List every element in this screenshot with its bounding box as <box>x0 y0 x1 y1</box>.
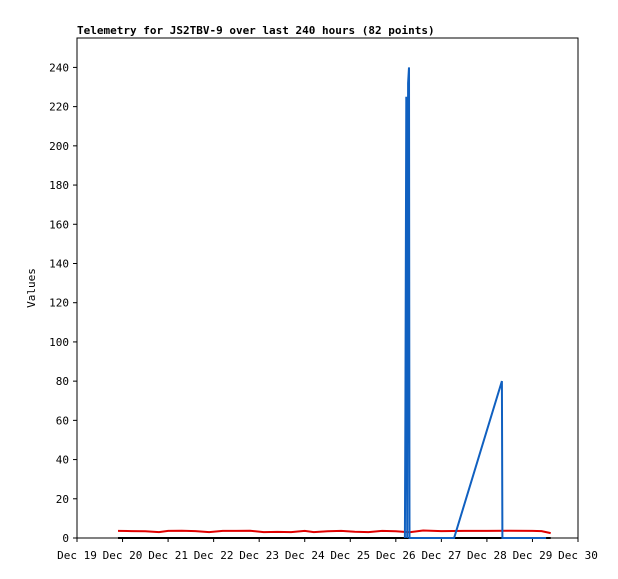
x-tick-label: Dec 28 <box>467 549 507 562</box>
y-tick-label: 240 <box>49 61 69 74</box>
x-tick-label: Dec 29 <box>513 549 553 562</box>
y-tick-label: 220 <box>49 101 69 114</box>
x-tick-label: Dec 20 <box>103 549 143 562</box>
chart-title: Telemetry for JS2TBV-9 over last 240 hou… <box>77 24 435 37</box>
y-axis-label: Values <box>25 268 38 308</box>
series-line <box>117 529 551 535</box>
x-tick-label: Dec 25 <box>330 549 370 562</box>
y-tick-label: 100 <box>49 336 69 349</box>
x-tick-label: Dec 19 <box>57 549 97 562</box>
x-tick-label: Dec 27 <box>421 549 461 562</box>
y-tick-label: 200 <box>49 140 69 153</box>
y-tick-label: 20 <box>56 493 69 506</box>
y-tick-label: 180 <box>49 179 69 192</box>
y-tick-label: 140 <box>49 257 69 270</box>
y-tick-label: 60 <box>56 414 69 427</box>
x-tick-label: Dec 23 <box>239 549 279 562</box>
y-tick-label: 160 <box>49 218 69 231</box>
y-tick-label: 40 <box>56 454 69 467</box>
series-line <box>403 67 547 539</box>
x-tick-label: Dec 21 <box>148 549 188 562</box>
y-tick-label: 120 <box>49 297 69 310</box>
x-tick-label: Dec 24 <box>285 549 325 562</box>
y-tick-label: 0 <box>62 532 69 545</box>
y-tick-label: 80 <box>56 375 69 388</box>
x-tick-label: Dec 22 <box>194 549 234 562</box>
x-tick-label: Dec 30 <box>558 549 598 562</box>
x-tick-label: Dec 26 <box>376 549 416 562</box>
